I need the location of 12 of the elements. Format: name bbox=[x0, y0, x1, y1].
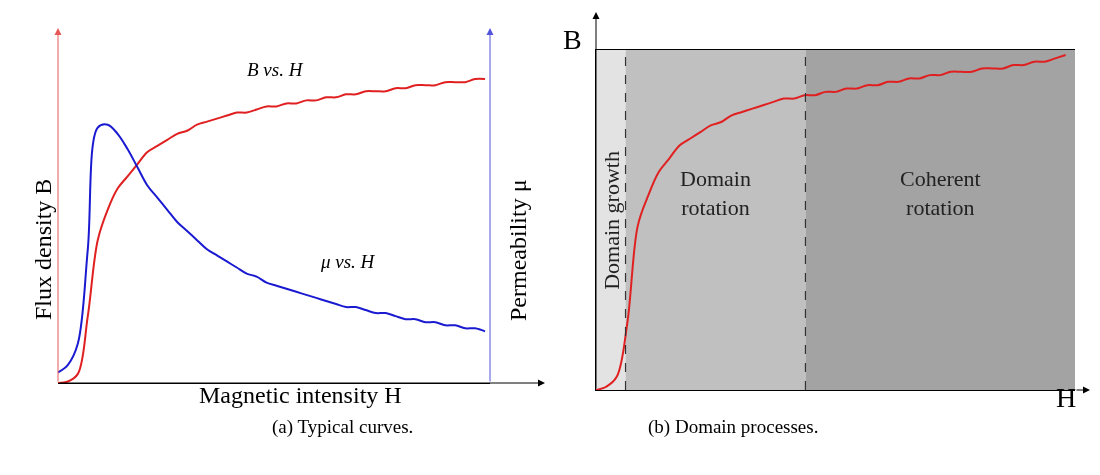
annotation: Domain rotation bbox=[680, 166, 751, 220]
x-axis-title: Magnetic intensity H bbox=[199, 382, 402, 408]
annotation: Coherent rotation bbox=[900, 166, 981, 220]
y2-axis-title: Permeability μ bbox=[505, 179, 531, 321]
series-label: μ vs. H bbox=[320, 251, 376, 272]
x-axis-title: H bbox=[1056, 382, 1077, 413]
series-label: B vs. H bbox=[247, 59, 304, 80]
annotation: Domain growth bbox=[598, 151, 624, 290]
text: (b) Domain processes. bbox=[648, 416, 819, 438]
y-axis-title: B bbox=[563, 24, 582, 55]
text: (a) Typical curves. bbox=[272, 416, 414, 438]
y-axis-title: Flux density B bbox=[30, 178, 56, 320]
